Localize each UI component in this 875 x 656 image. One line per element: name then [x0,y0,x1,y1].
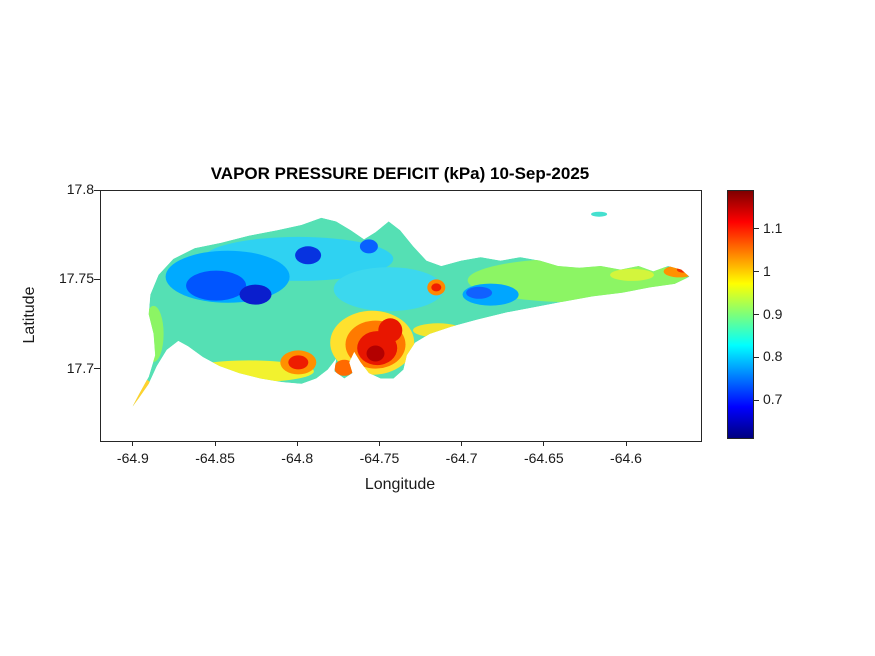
x-tick-mark [625,441,627,446]
heat-blob-west-coast-green [143,305,164,362]
x-tick-label: -64.7 [445,450,478,466]
y-tick-label: 17.7 [66,359,94,376]
offshore-cay [591,211,608,217]
heat-blobs-sharp [239,239,689,376]
heat-blob-nw-navy-core [239,284,272,305]
heat-blob-east-blue-core [466,286,493,299]
x-tick-mark [461,441,463,446]
colorbar-tick-label: 0.9 [763,305,783,322]
x-tick-mark [132,441,134,446]
y-tick-mark [94,368,100,370]
heat-blob-south-coast-yellow-east [413,323,463,338]
x-axis-label: Longitude [364,476,436,493]
y-tick-mark [94,189,100,191]
heat-blob-hook-orange [334,359,355,376]
colorbar [727,190,754,439]
heat-blob-center-dark-red [366,345,385,362]
plot-axes [100,190,702,442]
y-tick-label: 17.75 [58,270,94,287]
heat-blob-center-red-ne [378,318,403,343]
x-tick-mark [378,441,380,446]
heat-blob-north-navy-spot [295,246,322,265]
colorbar-tick-mark [754,314,759,315]
heat-blob-west-tail-yellow [132,378,156,408]
y-tick-label: 17.8 [66,181,94,197]
x-tick-label: -64.85 [195,450,235,466]
island-stcroix-base [132,217,690,408]
heat-blob-sw-red-spot [288,355,309,370]
colorbar-tick-mark [754,271,759,273]
x-tick-label: -64.9 [116,450,149,466]
vpd-heatmap [132,211,690,408]
heat-blob-north-blue-spot [359,239,378,254]
heat-blob-nw-blue-core [186,270,247,301]
colorbar-tick-label: 1 [763,262,771,279]
x-tick-label: -64.6 [610,450,642,466]
x-tick-mark [214,441,216,446]
y-tick-mark [94,278,100,280]
x-tick-mark [543,441,545,446]
x-tick-label: -64.8 [281,450,314,466]
x-tick-label: -64.65 [523,450,564,466]
colorbar-tick-label: 0.7 [763,391,783,408]
x-tick-mark [296,441,298,446]
heat-blob-north-red-dot [431,283,442,292]
heat-blob-east-tip-red [676,266,689,273]
colorbar-tick-mark [754,356,759,358]
island-heat-field [132,217,690,408]
heat-blob-east-yellow-patch [610,268,654,281]
x-tick-label: -64.75 [359,450,400,466]
colorbar-tick-mark [754,228,759,230]
chart-title: VAPOR PRESSURE DEFICIT (kPa) 10-Sep-2025 [210,164,590,183]
heat-blob-central-cyan [333,267,444,312]
colorbar-tick-label: 1.1 [763,219,783,236]
colorbar-tick-label: 0.8 [763,348,783,365]
colorbar-tick-mark [754,399,759,401]
